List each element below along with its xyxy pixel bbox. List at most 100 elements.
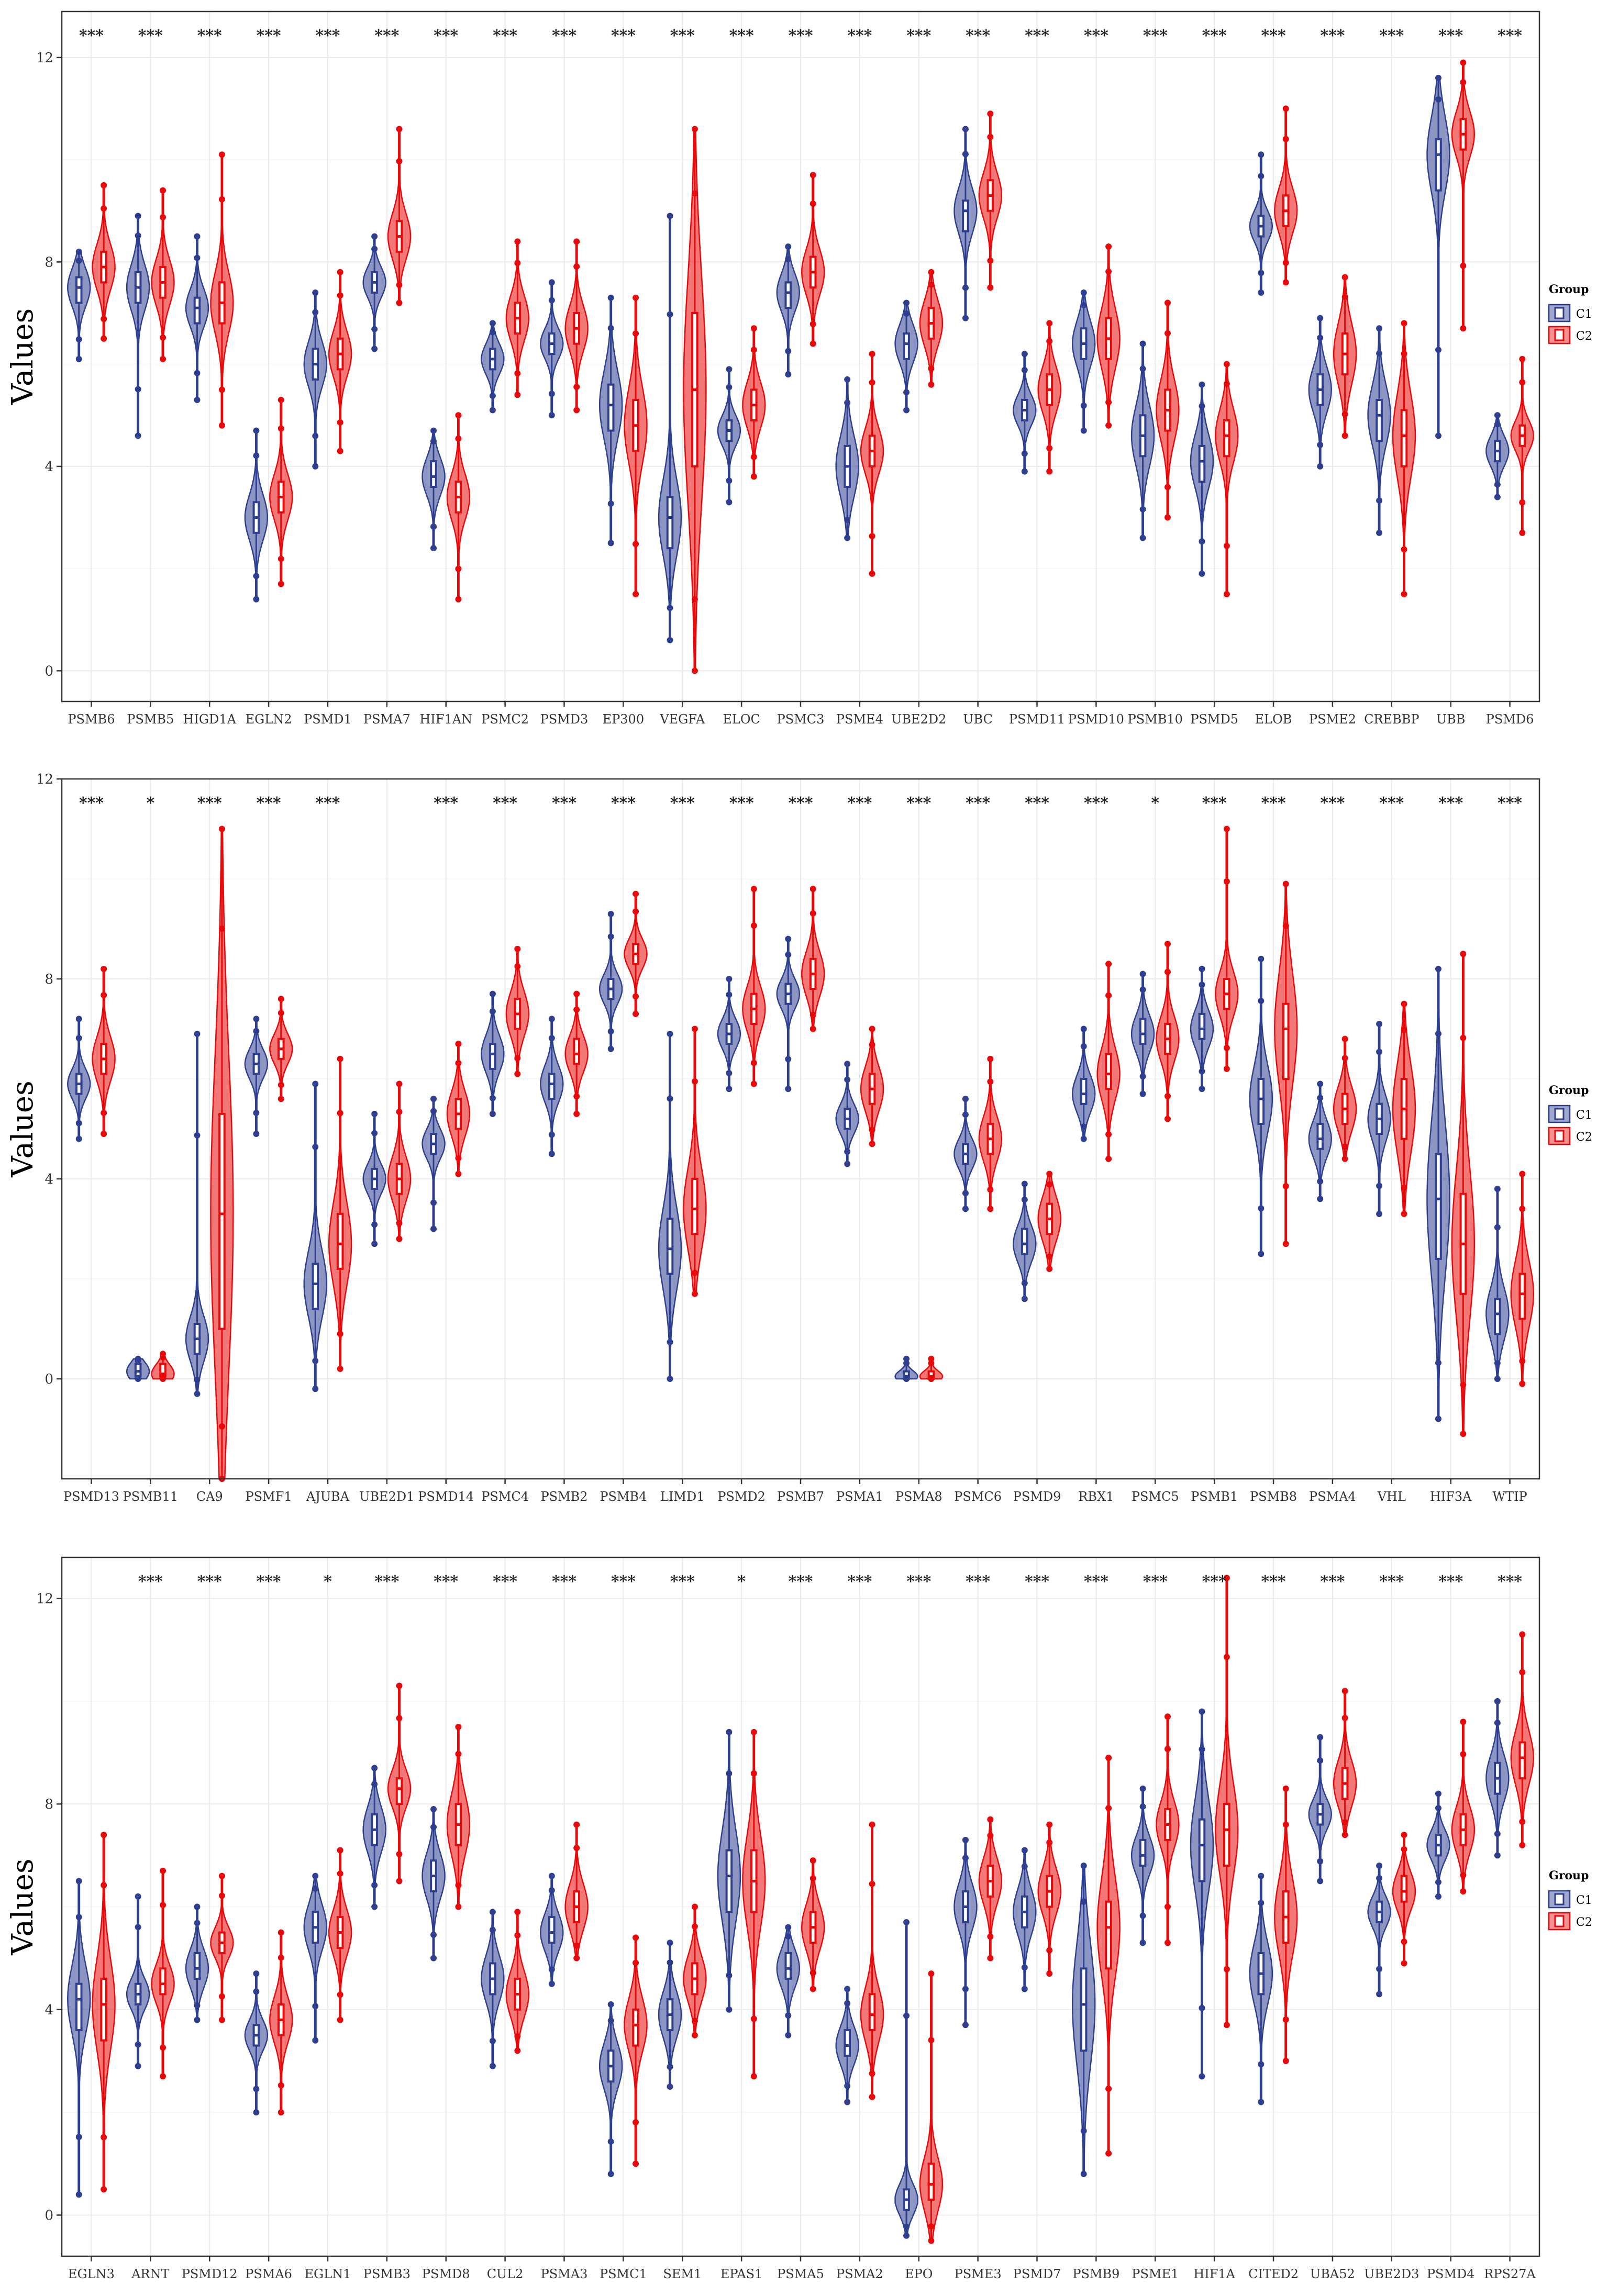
outlier-point: [903, 2012, 910, 2019]
outlier-point: [1376, 325, 1383, 332]
violin-c2-psmb10: [1156, 299, 1180, 521]
significance-label: *: [324, 1573, 332, 1591]
outlier-point: [785, 256, 792, 263]
legend-label: C2: [1576, 330, 1592, 343]
outlier-point: [844, 2000, 851, 2007]
outlier-point: [278, 1009, 284, 1016]
outlier-point: [101, 992, 107, 999]
outlier-point: [253, 596, 260, 603]
violin-c1-ajuba: [303, 1080, 327, 1392]
outlier-point: [1519, 1380, 1526, 1387]
outlier-point: [218, 422, 225, 429]
violin-c2-sem1: [683, 1903, 707, 2038]
violin-c2-psmc4: [505, 945, 530, 1077]
outlier-point: [809, 1875, 816, 1882]
box-iqr: [725, 1849, 733, 1913]
outlier-point: [1460, 262, 1467, 269]
outlier-point: [430, 1824, 437, 1831]
x-tick-label: EP300: [603, 712, 644, 727]
outlier-point: [1199, 1708, 1205, 1715]
outlier-point: [1046, 445, 1053, 452]
outlier-point: [135, 232, 141, 239]
x-tick-label: SEM1: [663, 2267, 702, 2281]
violin-c2-psmd4: [1451, 1719, 1476, 1895]
outlier-point: [1105, 399, 1112, 406]
outlier-point: [1080, 427, 1087, 434]
outlier-point: [869, 1026, 875, 1032]
outlier-point: [987, 284, 994, 291]
outlier-point: [1494, 1376, 1501, 1382]
significance-label: ***: [197, 1573, 222, 1591]
outlier-point: [1519, 1631, 1526, 1638]
legend-key-c1: C1: [1548, 1890, 1592, 1909]
outlier-point: [726, 477, 733, 484]
outlier-point: [430, 427, 437, 434]
outlier-point: [667, 605, 673, 611]
violin-c2-psma3: [564, 1821, 589, 1961]
box-iqr: [1518, 1741, 1526, 1780]
box-iqr: [691, 1178, 698, 1235]
x-tick-label: PSME4: [836, 712, 883, 727]
outlier-point: [278, 1954, 284, 1961]
outlier-point: [844, 517, 851, 523]
outlier-point: [455, 1882, 462, 1889]
y-tick-label: 12: [36, 1591, 53, 1607]
x-tick-label: PSME3: [955, 2267, 1002, 2281]
outlier-point: [337, 269, 343, 275]
outlier-point: [691, 596, 698, 603]
outlier-point: [455, 412, 462, 419]
violin-c2-hif3a: [1451, 951, 1476, 1437]
violin-c1-wtip: [1485, 1186, 1510, 1382]
box-iqr: [1435, 138, 1442, 192]
outlier-point: [1519, 1819, 1526, 1825]
violin-c1-psmc4: [481, 990, 505, 1117]
box-iqr: [159, 1967, 167, 1996]
outlier-point: [278, 396, 284, 403]
outlier-point: [1282, 105, 1289, 112]
y-axis-title: Values: [6, 1080, 40, 1178]
violin-c2-limd1: [683, 1026, 707, 1297]
violin-c1-psma2: [835, 1986, 859, 2105]
outlier-point: [489, 320, 496, 327]
violin-c2-egln2: [269, 396, 293, 587]
outlier-point: [337, 419, 343, 426]
outlier-point: [253, 2109, 260, 2116]
violin-c1-elob: [1249, 151, 1273, 296]
outlier-point: [869, 570, 875, 577]
outlier-point: [1494, 494, 1501, 500]
outlier-point: [194, 1132, 201, 1139]
outlier-point: [928, 2223, 935, 2230]
outlier-point: [903, 2223, 910, 2230]
outlier-point: [1080, 2127, 1087, 2134]
violin-c1-psmb11: [126, 1355, 150, 1382]
violin-c1-psmd3: [540, 279, 564, 419]
outlier-point: [1105, 268, 1112, 275]
violin-c2-epo: [919, 1970, 944, 2244]
y-tick-label: 4: [45, 1172, 53, 1187]
outlier-point: [337, 1110, 343, 1117]
outlier-point: [337, 1365, 343, 1372]
outlier-point: [1164, 1746, 1171, 1753]
outlier-point: [1199, 538, 1205, 545]
outlier-point: [607, 1045, 614, 1052]
significance-label: ***: [1498, 1573, 1522, 1591]
violin-c2-egln1: [328, 1847, 352, 2023]
violin-c2-psmd13: [92, 965, 116, 1138]
violin-c1-psmb3: [362, 1765, 386, 1910]
outlier-point: [135, 2063, 141, 2069]
chart-panel-1: 0 4 8 12 Values PSMB6 PSMB5 HIGD1A EGLN2 PSMD1 PSM…: [6, 10, 1592, 727]
x-tick-label: PSMC2: [481, 712, 529, 727]
significance-label: ***: [138, 1573, 163, 1591]
outlier-point: [1046, 1947, 1053, 1954]
outlier-point: [455, 565, 462, 572]
outlier-point: [135, 2041, 141, 2048]
x-tick-label: CREBBP: [1364, 712, 1419, 727]
outlier-point: [750, 453, 757, 460]
outlier-point: [1080, 1135, 1087, 1142]
significance-label: ***: [1025, 27, 1049, 45]
outlier-point: [928, 1376, 935, 1382]
outlier-point: [785, 1056, 792, 1063]
outlier-point: [1494, 1852, 1501, 1859]
outlier-point: [928, 1355, 935, 1362]
outlier-point: [869, 533, 875, 540]
